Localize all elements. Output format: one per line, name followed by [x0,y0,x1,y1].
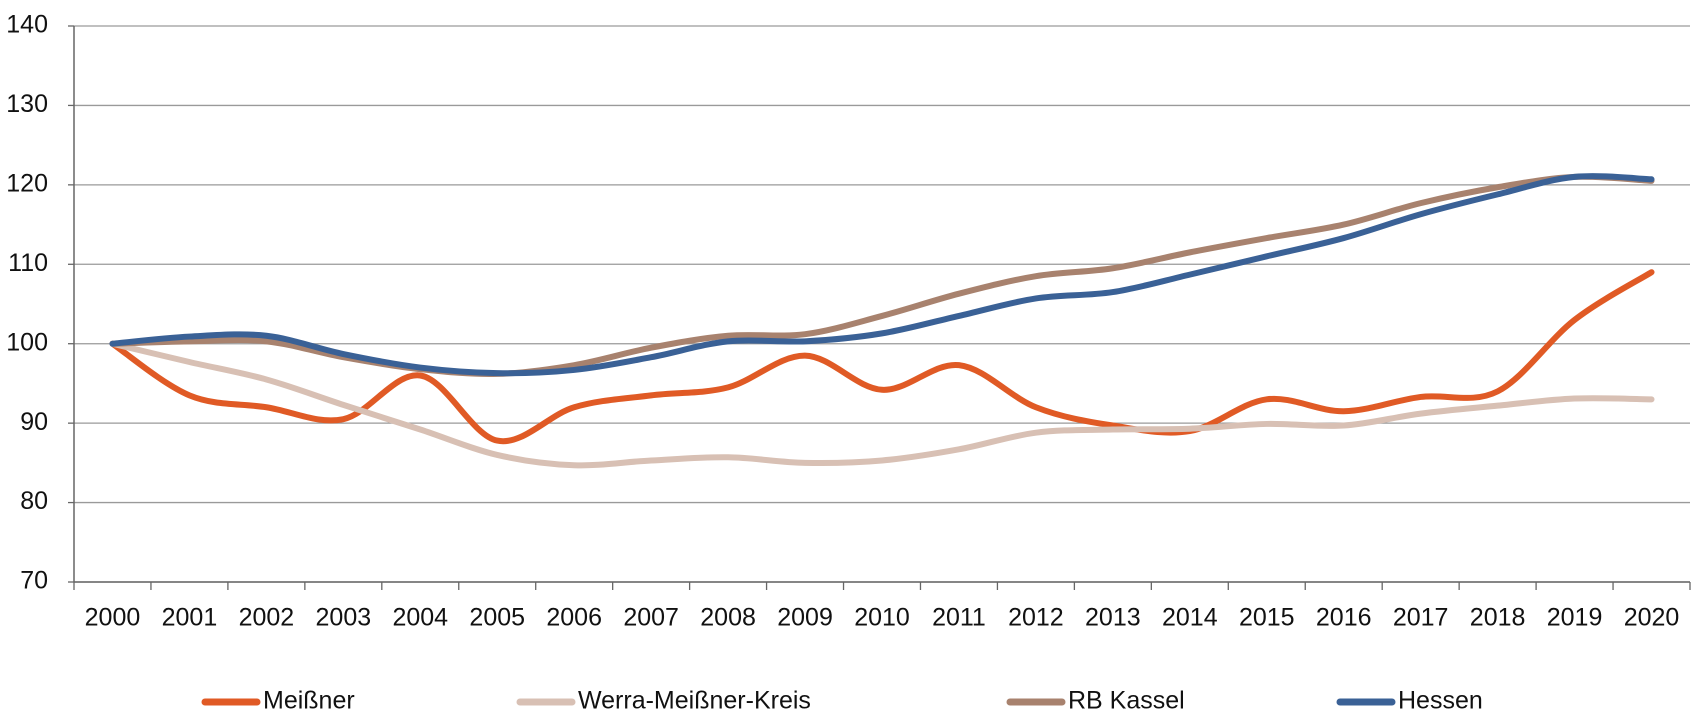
x-tick-label: 2017 [1393,604,1449,632]
series-line [109,340,1655,469]
y-tick-label: 80 [20,487,48,515]
x-tick-label: 2015 [1239,604,1295,632]
x-tick-label: 2011 [932,604,986,632]
x-tick-label: 2010 [854,604,910,632]
x-tick-label: 2008 [700,604,756,632]
series-line [109,173,1655,377]
y-tick-label: 140 [6,11,48,39]
x-tick-label: 2006 [546,604,602,632]
x-tick-label: 2003 [316,604,372,632]
legend-label: Werra-Meißner-Kreis [578,687,811,715]
x-tick-label: 2000 [85,604,141,632]
x-tick-label: 2014 [1162,604,1218,632]
x-tick-label: 2012 [1008,604,1064,632]
x-tick-label: 2001 [162,604,218,632]
legend-label: RB Kassel [1068,687,1185,715]
x-tick-label: 2009 [777,604,833,632]
x-tick-label: 2016 [1316,604,1372,632]
series-line [109,173,1655,377]
x-tick-label: 2018 [1470,604,1526,632]
x-tick-label: 2002 [239,604,295,632]
x-tick-label: 2019 [1547,604,1603,632]
legend-label: Hessen [1398,687,1483,715]
legend-label: Meißner [263,687,355,715]
x-tick-label: 2004 [392,604,448,632]
x-tick-label: 2007 [623,604,679,632]
y-tick-label: 110 [8,249,48,277]
y-tick-label: 120 [6,169,48,197]
x-tick-label: 2020 [1624,604,1680,632]
x-tick-label: 2013 [1085,604,1141,632]
y-tick-label: 130 [6,90,48,118]
y-tick-label: 100 [6,328,48,356]
series-line [109,269,1655,445]
y-tick-label: 90 [20,408,48,436]
x-tick-label: 2005 [469,604,525,632]
y-tick-label: 70 [20,567,48,595]
